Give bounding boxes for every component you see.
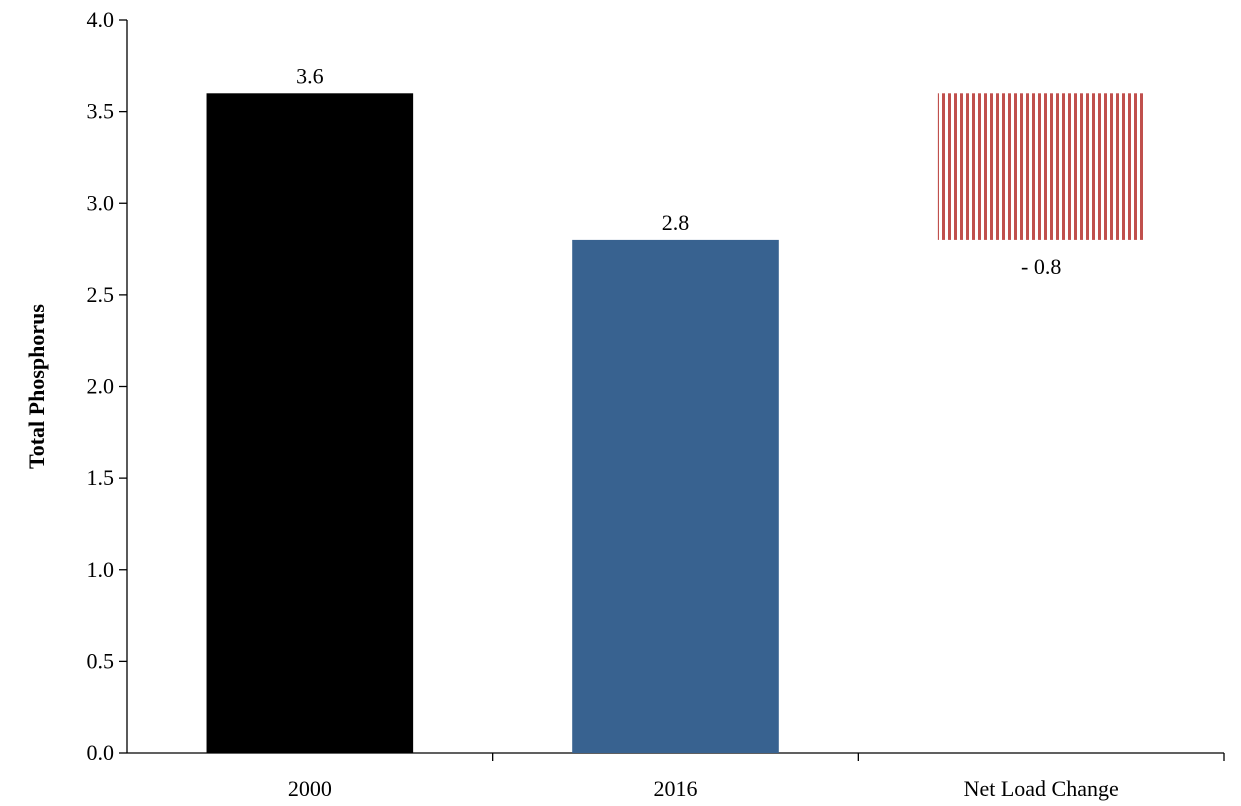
y-tick-label: 1.5 [87,465,115,490]
y-tick-label: 0.5 [87,648,115,673]
bar [572,239,779,753]
y-tick-label: 2.0 [87,374,115,399]
y-tick-label: 2.5 [87,282,115,307]
bars [206,93,1145,754]
data-label: - 0.8 [1021,254,1061,279]
y-tick-label: 4.0 [87,7,115,32]
bar [937,93,1145,240]
x-tick-label: 2000 [288,776,332,801]
y-tick-label: 1.0 [87,557,115,582]
x-tick-label: Net Load Change [964,776,1119,801]
data-label: 2.8 [662,210,690,235]
y-tick-label: 3.0 [87,190,115,215]
y-tick-label: 3.5 [87,99,115,124]
bar [206,93,414,754]
axes: 0.0 0.5 1.0 1.5 2.0 2.5 3.0 3.5 4.0 [87,7,1225,765]
x-tick-label: 2016 [654,776,698,801]
labels: 2000 2016 Net Load Change 3.6 2.8 - 0.8 [288,63,1119,801]
data-label: 3.6 [296,63,324,88]
y-tick-label: 0.0 [87,740,115,765]
y-axis-title: Total Phosphorus [24,304,49,469]
